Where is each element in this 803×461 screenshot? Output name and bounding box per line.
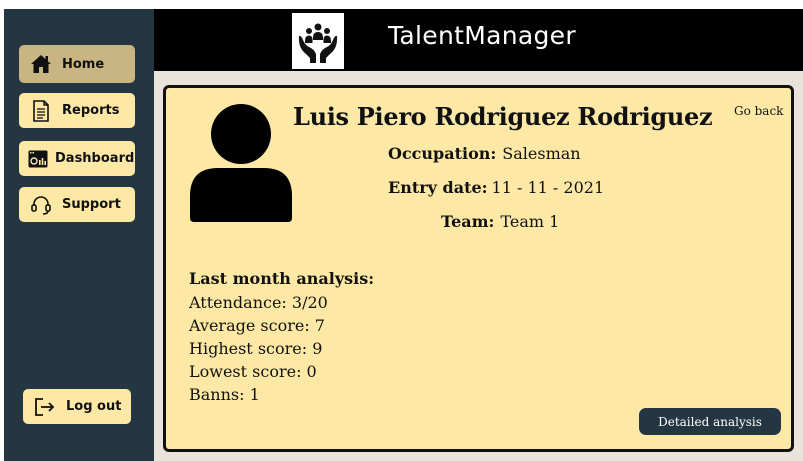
main-content: Luis Piero Rodriguez Rodriguez Go back O… <box>154 71 803 461</box>
document-icon <box>30 99 52 122</box>
analysis-lowest-score: Lowest score: 0 <box>189 362 317 381</box>
sidebar-item-label: Reports <box>62 103 120 118</box>
logout-icon <box>34 396 56 418</box>
occupation-label: Occupation: <box>388 144 497 163</box>
sidebar-item-reports[interactable]: Reports <box>19 93 135 128</box>
logout-label: Log out <box>66 399 122 414</box>
occupation-value: Salesman <box>502 144 581 163</box>
sidebar-item-label: Dashboard <box>55 151 135 166</box>
team-label: Team: <box>441 212 495 231</box>
sidebar-item-home[interactable]: Home <box>19 45 135 83</box>
analysis-attendance: Attendance: 3/20 <box>189 293 328 312</box>
analysis-title: Last month analysis: <box>189 269 375 288</box>
dashboard-icon <box>27 148 49 170</box>
sidebar-item-support[interactable]: Support <box>19 187 135 222</box>
team-value: Team 1 <box>500 212 560 231</box>
logout-button[interactable]: Log out <box>23 389 131 424</box>
user-avatar-icon <box>188 96 294 224</box>
sidebar-item-dashboard[interactable]: Dashboard <box>19 141 135 176</box>
team-care-icon <box>292 13 344 69</box>
occupation-row: Occupation: Salesman <box>388 144 581 163</box>
analysis-list: Attendance: 3/20 Average score: 7 Highes… <box>189 291 328 406</box>
sidebar-item-label: Home <box>62 56 105 72</box>
entry-date-row: Entry date: 11 - 11 - 2021 <box>388 178 604 197</box>
headset-icon <box>30 194 52 216</box>
employee-profile-card: Luis Piero Rodriguez Rodriguez Go back O… <box>163 85 794 452</box>
employee-name: Luis Piero Rodriguez Rodriguez <box>293 102 713 131</box>
detailed-analysis-button[interactable]: Detailed analysis <box>639 408 781 435</box>
top-header: TalentManager <box>154 9 803 71</box>
sidebar: Home Reports <box>4 9 154 461</box>
analysis-highest-score: Highest score: 9 <box>189 339 323 358</box>
analysis-banns: Banns: 1 <box>189 385 260 404</box>
entry-date-value: 11 - 11 - 2021 <box>491 178 605 197</box>
home-icon <box>30 53 52 75</box>
sidebar-item-label: Support <box>62 197 121 212</box>
entry-date-label: Entry date: <box>388 178 488 197</box>
analysis-average-score: Average score: 7 <box>189 316 325 335</box>
team-row: Team: Team 1 <box>441 212 559 231</box>
app-title: TalentManager <box>388 21 576 50</box>
go-back-link[interactable]: Go back <box>734 104 784 118</box>
